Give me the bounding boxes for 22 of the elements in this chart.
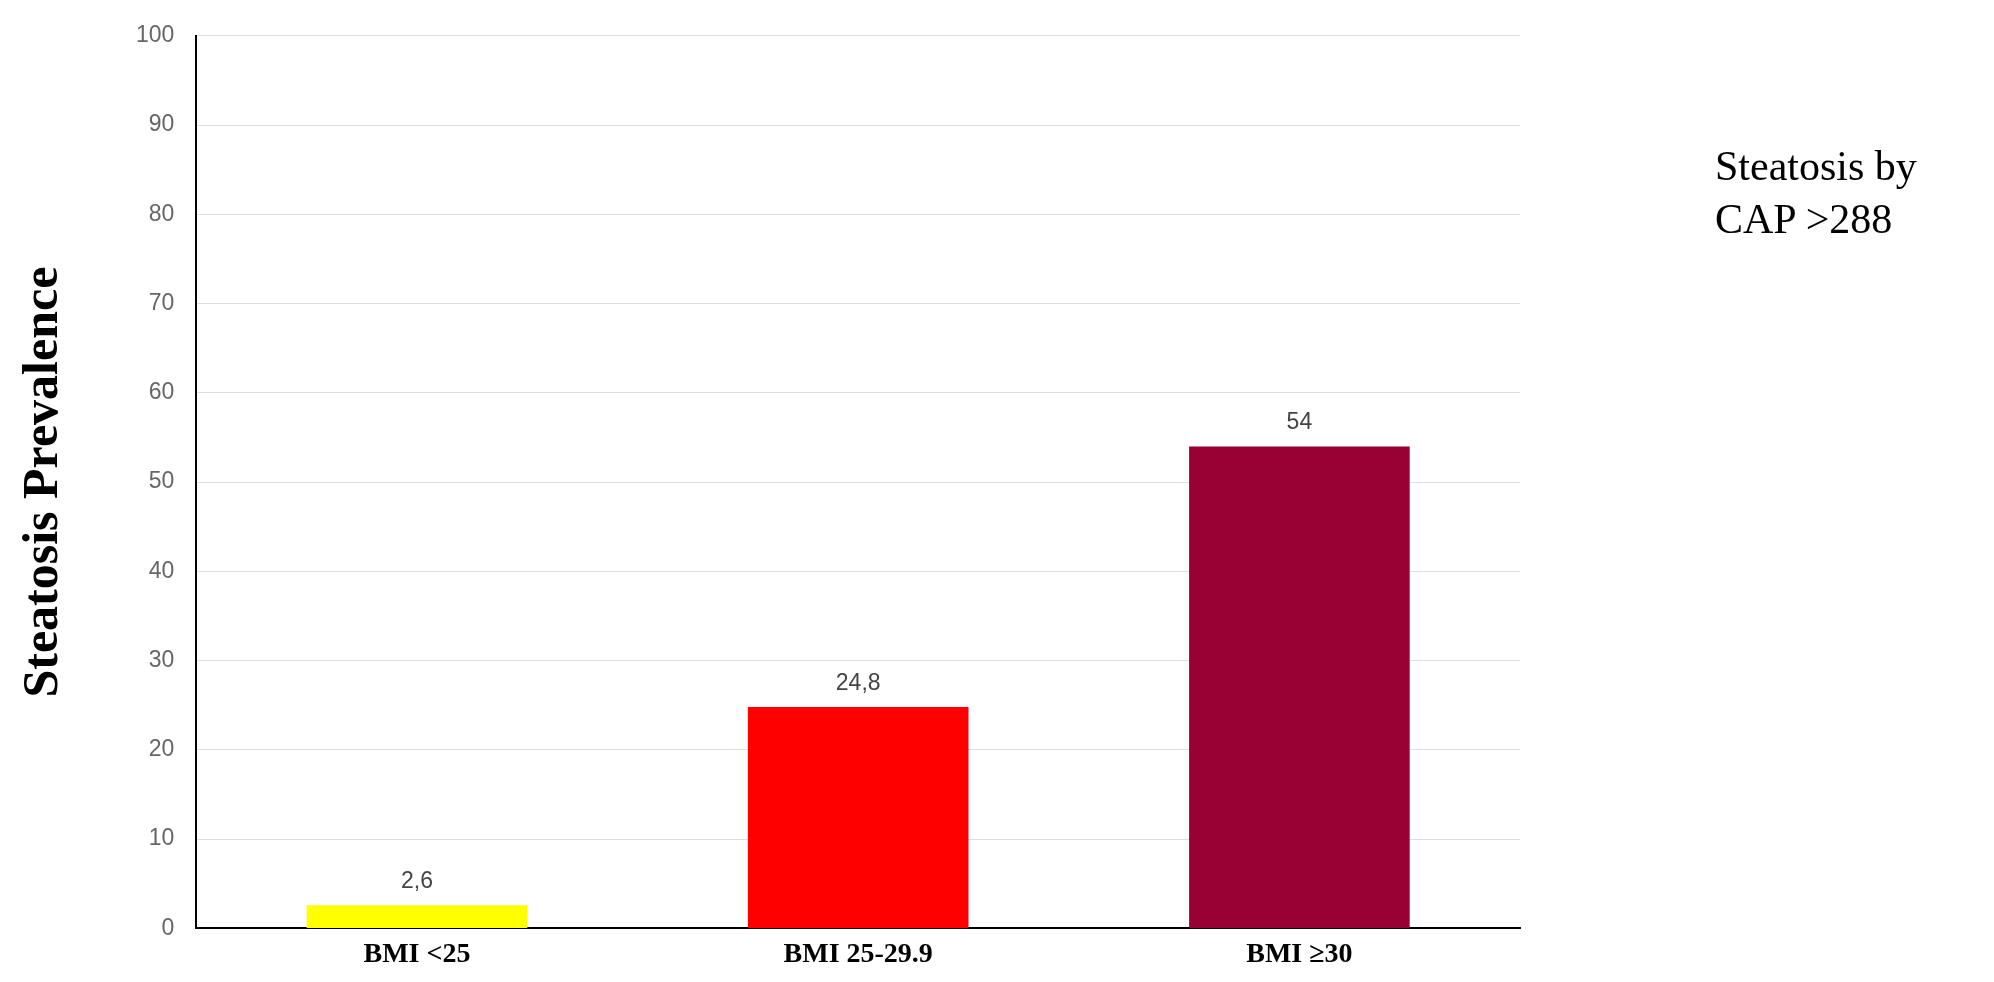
bar <box>747 707 969 928</box>
y-tick-label: 0 <box>161 913 175 940</box>
data-label: 2,6 <box>400 867 433 894</box>
data-label: 24,8 <box>835 668 881 695</box>
y-tick-label: 30 <box>148 645 175 672</box>
y-tick-label: 80 <box>148 199 175 226</box>
x-tick-label: BMI 25-29.9 <box>783 937 933 969</box>
y-tick-label: 10 <box>148 824 175 851</box>
x-tick-label: BMI <25 <box>363 937 471 969</box>
y-tick-label: 20 <box>148 735 175 762</box>
data-label: 54 <box>1286 408 1313 435</box>
x-tick-label: BMI ≥30 <box>1246 937 1353 969</box>
y-tick-label: 60 <box>148 378 175 405</box>
y-tick-label: 70 <box>148 288 175 315</box>
y-tick-label: 50 <box>148 467 175 494</box>
y-tick-label: 100 <box>136 21 175 48</box>
y-tick-label: 90 <box>148 110 175 137</box>
text: Steatosis by CAP >288 <box>1715 142 1918 244</box>
y-axis-title: Steatosis Prevalence <box>11 266 68 698</box>
y-tick-label: 40 <box>148 556 175 583</box>
bar <box>306 905 528 928</box>
bar <box>1189 446 1410 928</box>
